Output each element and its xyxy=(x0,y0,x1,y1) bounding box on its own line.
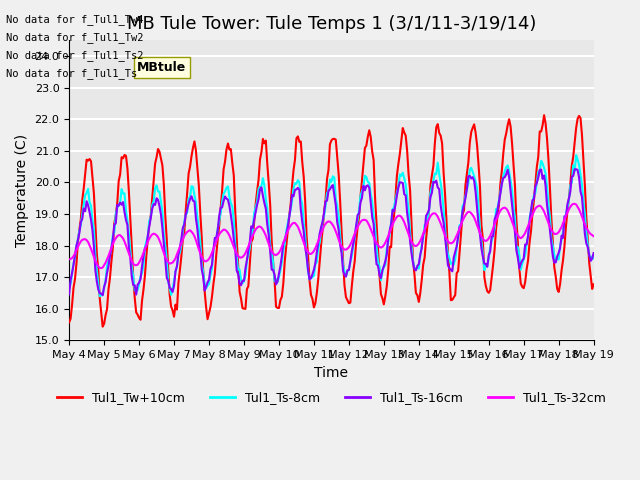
Text: MBtule: MBtule xyxy=(138,61,187,74)
Text: No data for f_Tul1_Tw2: No data for f_Tul1_Tw2 xyxy=(6,32,144,43)
Text: No data for f_Tul1_Ts2: No data for f_Tul1_Ts2 xyxy=(6,50,144,61)
Legend: Tul1_Tw+10cm, Tul1_Ts-8cm, Tul1_Ts-16cm, Tul1_Ts-32cm: Tul1_Tw+10cm, Tul1_Ts-8cm, Tul1_Ts-16cm,… xyxy=(52,386,611,409)
Text: No data for f_Tul1_Tw4: No data for f_Tul1_Tw4 xyxy=(6,13,144,24)
X-axis label: Time: Time xyxy=(314,366,348,380)
Y-axis label: Temperature (C): Temperature (C) xyxy=(15,134,29,247)
Title: MB Tule Tower: Tule Temps 1 (3/1/11-3/19/14): MB Tule Tower: Tule Temps 1 (3/1/11-3/19… xyxy=(127,15,536,33)
Text: No data for f_Tul1_Ts: No data for f_Tul1_Ts xyxy=(6,68,138,79)
